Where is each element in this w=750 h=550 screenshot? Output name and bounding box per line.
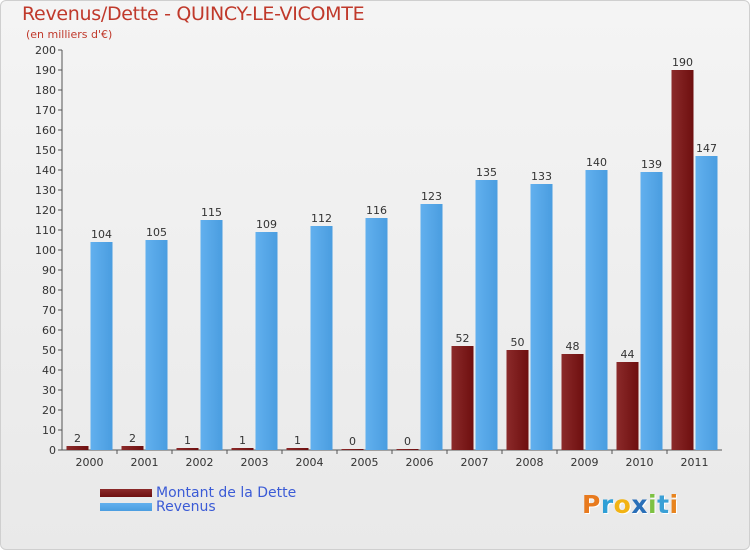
y-tick-label: 20 xyxy=(42,404,56,417)
logo-letter: i xyxy=(669,490,679,519)
y-tick-label: 180 xyxy=(35,84,56,97)
bar-revenue-2005 xyxy=(365,218,388,450)
label-debt-2006: 0 xyxy=(404,435,411,448)
y-tick-label: 150 xyxy=(35,144,56,157)
bar-revenue-2009 xyxy=(585,170,608,450)
label-debt-2008: 50 xyxy=(511,336,525,349)
logo-letter: x xyxy=(631,490,648,519)
label-revenue-2007: 135 xyxy=(476,166,497,179)
label-revenue-2005: 116 xyxy=(366,204,387,217)
y-tick-label: 80 xyxy=(42,284,56,297)
label-revenue-2009: 140 xyxy=(586,156,607,169)
y-tick-label: 120 xyxy=(35,204,56,217)
y-tick-label: 60 xyxy=(42,324,56,337)
label-debt-2011: 190 xyxy=(672,56,693,69)
bar-revenue-2001 xyxy=(145,240,168,450)
y-tick-label: 130 xyxy=(35,184,56,197)
bar-debt-2004 xyxy=(286,448,309,450)
y-tick-label: 160 xyxy=(35,124,56,137)
y-tick-label: 200 xyxy=(35,44,56,57)
x-tick-label: 2003 xyxy=(241,456,269,469)
logo-letter: i xyxy=(648,490,658,519)
x-tick-label: 2004 xyxy=(296,456,324,469)
y-tick-label: 10 xyxy=(42,424,56,437)
bar-revenue-2007 xyxy=(475,180,498,450)
legend-label-revenue: Revenus xyxy=(156,499,216,515)
legend-swatch-revenue xyxy=(100,503,152,511)
x-tick-label: 2007 xyxy=(461,456,489,469)
y-tick-label: 90 xyxy=(42,264,56,277)
label-revenue-2010: 139 xyxy=(641,158,662,171)
y-tick-label: 30 xyxy=(42,384,56,397)
x-tick-label: 2000 xyxy=(76,456,104,469)
bar-revenue-2008 xyxy=(530,184,553,450)
bar-debt-2006 xyxy=(396,449,419,450)
label-debt-2003: 1 xyxy=(239,434,246,447)
chart-subtitle: (en milliers d'€) xyxy=(26,28,113,41)
logo-letter: r xyxy=(600,490,614,519)
legend-swatch-debt xyxy=(100,489,152,497)
label-revenue-2006: 123 xyxy=(421,190,442,203)
bar-debt-2002 xyxy=(176,448,199,450)
bar-revenue-2002 xyxy=(200,220,223,450)
y-tick-label: 170 xyxy=(35,104,56,117)
chart-data-labels: 2 2 1 1 1 0 0 52 50 48 44 190 104 105 115 109 112 116 123 1… xyxy=(74,56,717,448)
label-debt-2007: 52 xyxy=(456,332,470,345)
chart-bars xyxy=(66,70,718,450)
bar-debt-2009 xyxy=(561,354,584,450)
x-tick-label: 2010 xyxy=(626,456,654,469)
bar-debt-2003 xyxy=(231,448,254,450)
label-revenue-2002: 115 xyxy=(201,206,222,219)
bar-debt-2008 xyxy=(506,350,529,450)
label-revenue-2011: 147 xyxy=(696,142,717,155)
label-revenue-2003: 109 xyxy=(256,218,277,231)
x-tick-label: 2009 xyxy=(571,456,599,469)
bar-revenue-2000 xyxy=(90,242,113,450)
label-debt-2002: 1 xyxy=(184,434,191,447)
bar-debt-2007 xyxy=(451,346,474,450)
bar-revenue-2003 xyxy=(255,232,278,450)
y-tick-label: 70 xyxy=(42,304,56,317)
y-tick-label: 40 xyxy=(42,364,56,377)
bar-revenue-2004 xyxy=(310,226,333,450)
label-debt-2009: 48 xyxy=(566,340,580,353)
x-tick-label: 2005 xyxy=(351,456,379,469)
bar-revenue-2006 xyxy=(420,204,443,450)
proxiti-logo: Proxiti xyxy=(582,490,679,519)
bar-debt-2001 xyxy=(121,446,144,450)
logo-letter: o xyxy=(613,490,632,519)
logo-letter: t xyxy=(657,490,670,519)
x-tick-label: 2001 xyxy=(131,456,159,469)
y-tick-label: 140 xyxy=(35,164,56,177)
legend-label-debt: Montant de la Dette xyxy=(156,485,297,501)
x-tick-label: 2006 xyxy=(406,456,434,469)
label-debt-2004: 1 xyxy=(294,434,301,447)
label-debt-2000: 2 xyxy=(74,432,81,445)
chart-axes: 0102030405060708090100110120130140150160… xyxy=(35,44,722,469)
y-tick-label: 50 xyxy=(42,344,56,357)
bar-revenue-2011 xyxy=(695,156,718,450)
x-tick-label: 2011 xyxy=(681,456,709,469)
label-revenue-2004: 112 xyxy=(311,212,332,225)
label-debt-2005: 0 xyxy=(349,435,356,448)
label-revenue-2000: 104 xyxy=(91,228,112,241)
label-debt-2010: 44 xyxy=(621,348,635,361)
label-revenue-2001: 105 xyxy=(146,226,167,239)
logo-letter: P xyxy=(582,490,601,519)
y-tick-label: 190 xyxy=(35,64,56,77)
label-revenue-2008: 133 xyxy=(531,170,552,183)
y-tick-label: 100 xyxy=(35,244,56,257)
label-debt-2001: 2 xyxy=(129,432,136,445)
bar-debt-2000 xyxy=(66,446,89,450)
y-tick-label: 110 xyxy=(35,224,56,237)
bar-debt-2010 xyxy=(616,362,639,450)
chart-title: Revenus/Dette - QUINCY-LE-VICOMTE xyxy=(22,3,365,25)
y-tick-label: 0 xyxy=(49,444,56,457)
x-tick-label: 2008 xyxy=(516,456,544,469)
bar-debt-2011 xyxy=(671,70,694,450)
x-tick-label: 2002 xyxy=(186,456,214,469)
bar-debt-2005 xyxy=(341,449,364,450)
bar-revenue-2010 xyxy=(640,172,663,450)
